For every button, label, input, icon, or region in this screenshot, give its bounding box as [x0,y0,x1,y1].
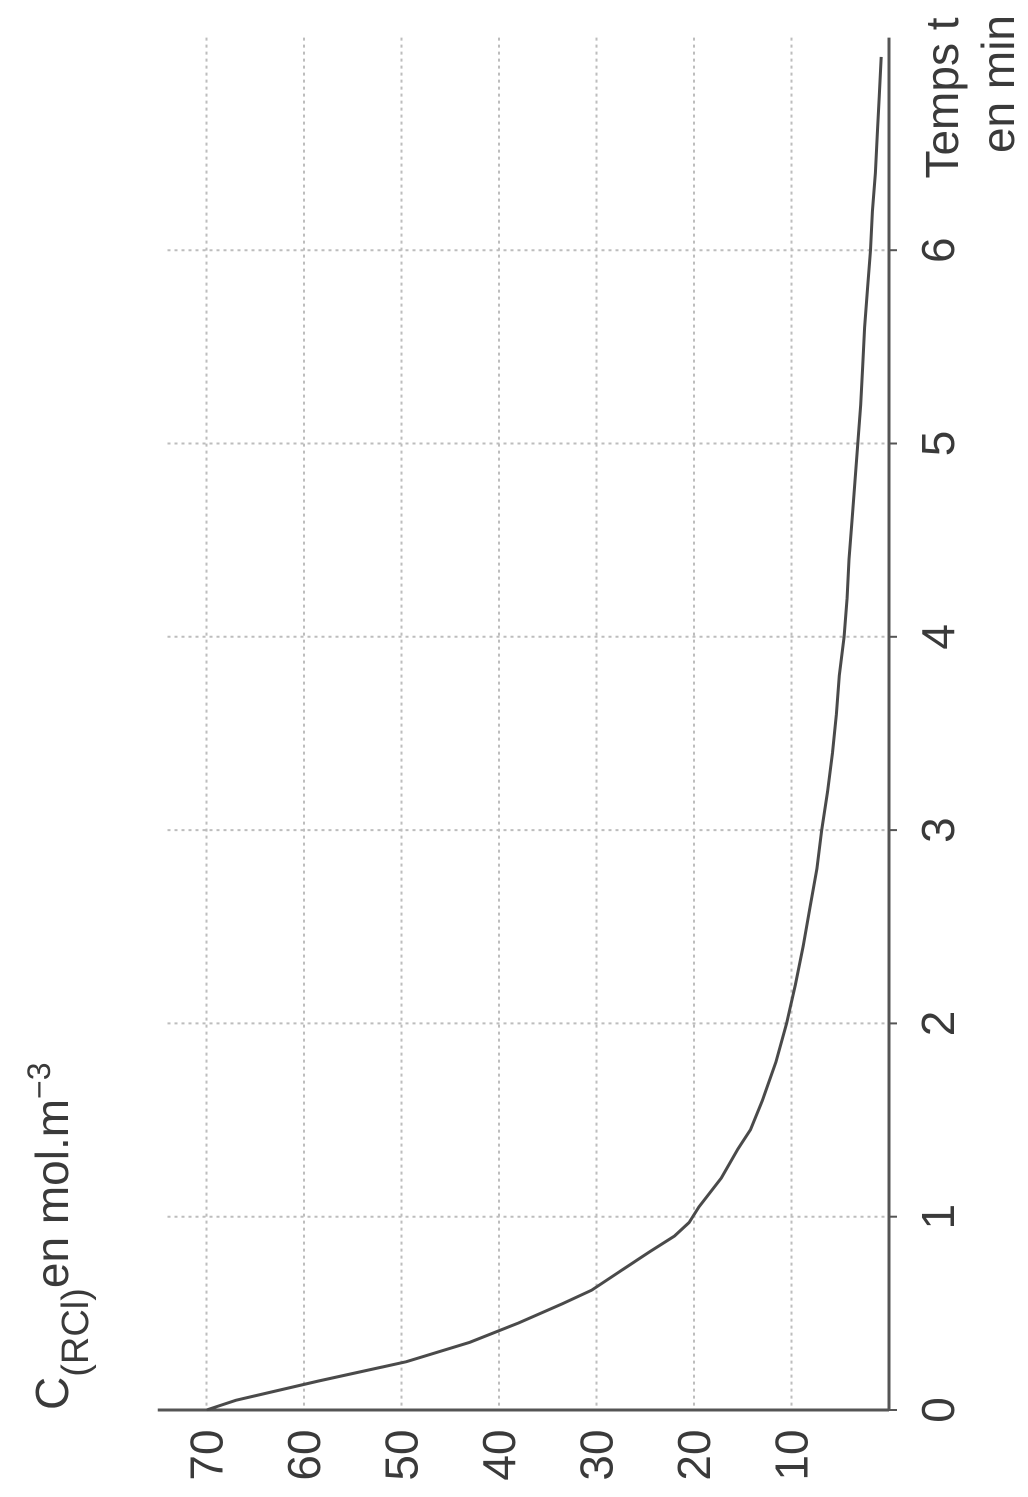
concentration-tick-label: 50 [376,1429,428,1480]
time-tick-label: 3 [912,817,964,843]
time-tick-label: 2 [912,1011,964,1037]
ylabel-main: C [26,1377,78,1410]
concentration-tick-label: 10 [766,1429,818,1480]
concentration-curve [206,56,883,1412]
time-tick-label: 4 [912,624,964,650]
series-layer [206,56,883,1412]
concentration-tick-label: 30 [571,1429,623,1480]
ylabel-text: en mol.m [26,1099,78,1288]
concentration-axis-title: C(RCl)en mol.m−3 [21,1062,97,1410]
time-tick-label: 1 [912,1204,964,1230]
concentration-tick-label: 40 [473,1429,525,1480]
grid-layer [167,37,889,1410]
concentration-tick-label: 70 [181,1429,233,1480]
time-tick-label: 0 [912,1397,964,1423]
time-tick-label: 5 [912,431,964,457]
ylabel-superscript: −3 [21,1062,57,1098]
ylabel-subscript: (RCl) [55,1288,97,1377]
concentration-tick-label: 60 [278,1429,330,1480]
label-layer: 0 1 2 3 4 5 6 10 20 30 40 50 60 70 Temps t en min C(RCl)… [21,15,1024,1481]
concentration-tick-label: 20 [668,1429,720,1480]
time-axis-title-line-2: en min [972,15,1024,153]
axis-layer [157,37,897,1412]
time-axis-title-line-1: Temps t [916,17,968,178]
time-tick-label: 6 [912,237,964,263]
